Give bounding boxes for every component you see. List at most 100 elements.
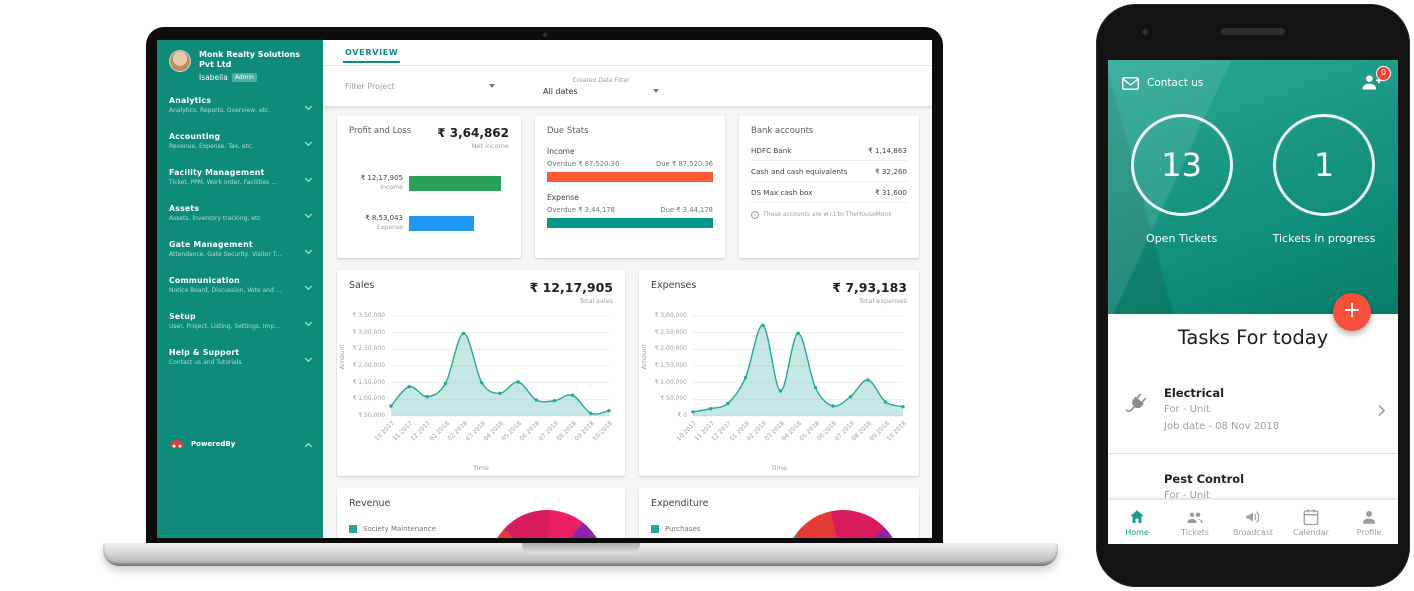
bank-accounts-card: Bank accounts HDFC Bank ₹ 1,14,863 Cash … xyxy=(739,116,919,258)
dashboard-screen: Monk Realty Solutions Pvt Ltd Isabella A… xyxy=(157,40,932,538)
created-date-filter[interactable]: Created Date Filter All dates xyxy=(543,77,659,96)
chevron-down-icon xyxy=(304,210,313,218)
sidebar-item-accounting[interactable]: Accounting Revenue, Expense, Tax, etc. xyxy=(157,126,323,162)
notification-badge: 0 xyxy=(1376,66,1391,81)
open-tickets-label: Open Tickets xyxy=(1146,232,1218,245)
role-badge: Admin xyxy=(231,72,257,82)
org-name: Monk Realty Solutions Pvt Ltd xyxy=(199,50,301,70)
add-contact-button[interactable]: 0 xyxy=(1360,66,1391,94)
tickets-in-progress-stat[interactable]: 1 Tickets in progress xyxy=(1272,114,1376,245)
sales-total-label: Total sales xyxy=(579,297,613,305)
people-icon xyxy=(1187,512,1203,523)
chevron-down-icon xyxy=(304,246,313,254)
due-stats-card: Due Stats Income Overdue ₹ 87,520.36 Due… xyxy=(535,116,725,258)
user-name: Isabella xyxy=(199,72,228,82)
profile-block[interactable]: Monk Realty Solutions Pvt Ltd Isabella A… xyxy=(157,40,323,90)
tab-overview[interactable]: OVERVIEW xyxy=(343,40,401,63)
expenses-total-label: Total expenses xyxy=(859,297,907,305)
date-filter-label: Created Date Filter xyxy=(572,76,630,84)
nav-broadcast[interactable]: Broadcast xyxy=(1224,500,1282,544)
expenses-area-chart: ₹ 3,00,000 ₹ 2,50,000 ₹ 2,00,000 ₹ 1,50,000… xyxy=(654,312,908,443)
info-icon xyxy=(751,211,759,219)
filterbar: Created Date Filter All dates xyxy=(323,66,932,106)
poweredby-label: PoweredBy xyxy=(191,439,236,448)
sidebar-item-gate-management[interactable]: Gate Management Attendance, Gate Securit… xyxy=(157,234,323,270)
sales-xaxis-title: Time xyxy=(473,464,489,472)
contact-us-label[interactable]: Contact us xyxy=(1147,77,1204,89)
sidebar-item-setup[interactable]: Setup User, Project, Listing, Settings, … xyxy=(157,306,323,342)
task-item-electrical[interactable]: Electrical For - Unit Job date - 08 Nov … xyxy=(1108,376,1398,454)
net-income-label: Net income xyxy=(471,142,509,150)
tabbar: OVERVIEW xyxy=(323,40,932,66)
avatar[interactable] xyxy=(169,50,191,72)
bottom-nav: Home Tickets Broadcast xyxy=(1108,500,1398,544)
laptop-camera xyxy=(542,33,547,37)
expenses-xaxis-title: Time xyxy=(771,464,787,472)
task-item-pest-control[interactable]: Pest Control For - Unit xyxy=(1164,472,1245,501)
chevron-down-icon xyxy=(304,282,313,290)
chevron-down-icon xyxy=(304,102,313,110)
chevron-down-icon xyxy=(304,354,313,362)
income-overdue: Overdue ₹ 87,520.36 xyxy=(547,160,620,168)
open-tickets-stat[interactable]: 13 Open Tickets xyxy=(1130,114,1233,245)
add-task-fab[interactable]: + xyxy=(1333,293,1371,331)
sales-yaxis-title: Amount xyxy=(338,344,346,370)
appbar: Contact us 0 xyxy=(1108,60,1398,106)
expenditure-title: Expenditure xyxy=(651,498,709,509)
nav-home[interactable]: Home xyxy=(1108,500,1166,544)
person-add-icon xyxy=(1362,75,1382,90)
nav-profile[interactable]: Profile xyxy=(1340,500,1398,544)
dropdown-caret-icon[interactable] xyxy=(489,84,495,88)
profit-loss-title: Profit and Loss xyxy=(349,126,412,136)
nav-tickets[interactable]: Tickets xyxy=(1166,500,1224,544)
bank-row: Cash and cash equivalents ₹ 32,260 xyxy=(751,161,907,182)
calendar-icon xyxy=(1303,509,1319,525)
poweredby-row[interactable]: PoweredBy xyxy=(157,432,323,455)
chevron-down-icon xyxy=(304,318,313,326)
income-due: Due ₹ 87,520.36 xyxy=(656,160,713,168)
dashboard-main: OVERVIEW Created Date Filter All dates xyxy=(323,40,932,538)
phone-speaker xyxy=(1221,28,1285,35)
expenses-title: Expenses xyxy=(651,280,697,291)
sidebar-item-facility-management[interactable]: Facility Management Ticket, PPM, Work or… xyxy=(157,162,323,198)
filter-project-input[interactable] xyxy=(345,81,475,91)
sidebar-item-communication[interactable]: Communication Notice Board, Discussion, … xyxy=(157,270,323,306)
home-icon xyxy=(1130,509,1144,523)
phone-camera xyxy=(1142,29,1148,35)
expenses-yaxis-title: Amount xyxy=(640,344,648,370)
revenue-title: Revenue xyxy=(349,498,391,509)
expense-bar-row: ₹ 8,53,043 Expense xyxy=(347,212,505,242)
chevron-down-icon xyxy=(304,138,313,146)
sales-total: ₹ 12,17,905 xyxy=(529,280,613,295)
thehousemonk-logo xyxy=(170,440,184,448)
sidebar-item-help-support[interactable]: Help & Support Contact us and Tutorials xyxy=(157,342,323,378)
chevron-up-icon xyxy=(304,442,313,451)
filter-project[interactable] xyxy=(345,81,495,91)
revenue-card: Revenue Society Maintenance xyxy=(337,488,625,538)
bank-row: HDFC Bank ₹ 1,14,863 xyxy=(751,140,907,161)
phone-mockup: Contact us 0 13 Open Ticke xyxy=(1096,4,1410,587)
dropdown-caret-icon[interactable] xyxy=(653,89,659,93)
laptop-mockup: Monk Realty Solutions Pvt Ltd Isabella A… xyxy=(146,27,943,543)
nav-calendar[interactable]: Calendar xyxy=(1282,500,1340,544)
expenditure-card: Expenditure Purchases xyxy=(639,488,919,538)
bank-accounts-title: Bank accounts xyxy=(751,126,814,136)
due-income-section: Income Overdue ₹ 87,520.36 Due ₹ 87,520.… xyxy=(547,147,713,182)
legend-item: Society Maintenance xyxy=(349,525,613,533)
sidebar-item-analytics[interactable]: Analytics Analytics, Reports, Overview, … xyxy=(157,90,323,126)
expenses-total: ₹ 7,93,183 xyxy=(832,280,907,295)
sidebar-item-assets[interactable]: Assets Assets, Inventory tracking, etc xyxy=(157,198,323,234)
bank-row: DS Max cash box ₹ 31,600 xyxy=(751,182,907,203)
chevron-down-icon xyxy=(304,174,313,182)
legend-item: Purchases xyxy=(651,525,907,533)
legend-swatch xyxy=(349,525,357,533)
tasks-heading: Tasks For today xyxy=(1177,326,1329,349)
income-bar-row: ₹ 12,17,905 Income xyxy=(347,172,505,202)
envelope-icon xyxy=(1122,76,1139,90)
in-progress-label: Tickets in progress xyxy=(1272,232,1376,245)
megaphone-icon xyxy=(1246,510,1260,523)
date-filter-value[interactable]: All dates xyxy=(543,86,578,96)
income-due-bar xyxy=(547,172,713,182)
expense-due: Due ₹ 3,44,178 xyxy=(660,206,713,214)
